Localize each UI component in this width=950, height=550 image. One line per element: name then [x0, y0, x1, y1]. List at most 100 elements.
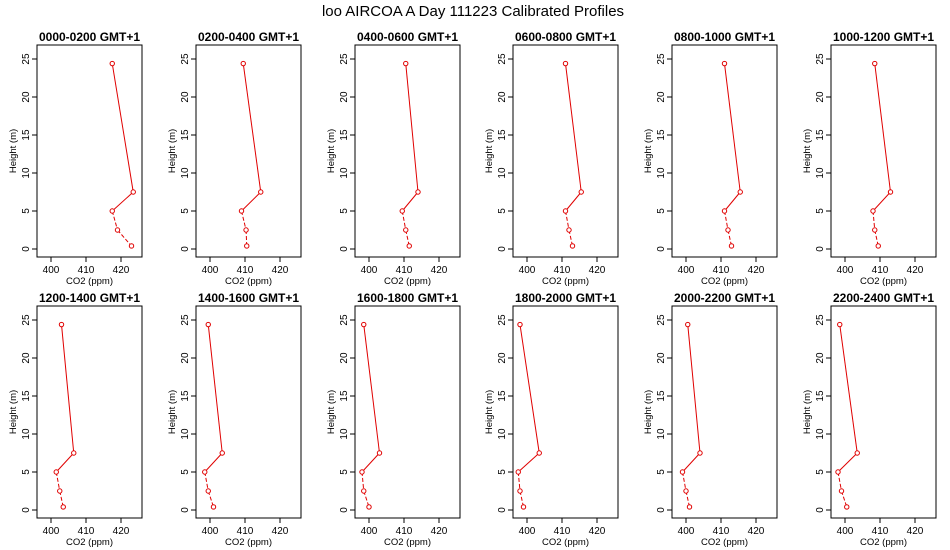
data-point: [520, 504, 527, 510]
y-tick-label: 0: [339, 246, 350, 252]
x-tick-label: 410: [554, 526, 571, 537]
panel-title: 1400-1600 GMT+1: [198, 291, 299, 305]
y-axis-label: Height (m): [8, 390, 19, 434]
x-tick-label: 420: [907, 265, 924, 276]
data-point: [569, 243, 576, 249]
profile-segment: [204, 471, 209, 492]
y-axis-label: Height (m): [167, 390, 178, 434]
data-point: [536, 450, 542, 456]
y-tick-label: 0: [180, 507, 191, 513]
data-point: [376, 450, 383, 456]
data-point: [697, 450, 703, 456]
data-point: [359, 469, 365, 475]
x-tick-label: 420: [431, 526, 448, 537]
profile-segment: [837, 471, 842, 492]
x-axis-label: CO2 (ppm): [225, 276, 272, 287]
y-tick-label: 20: [815, 352, 826, 364]
y-tick-label: 10: [21, 167, 32, 179]
y-tick-label: 25: [339, 53, 350, 65]
y-tick-label: 0: [815, 246, 826, 252]
profile-segment: [874, 63, 891, 193]
y-tick-label: 0: [497, 246, 508, 252]
y-tick-label: 25: [180, 53, 191, 65]
profile-segment: [568, 229, 573, 247]
y-tick-label: 20: [21, 352, 32, 364]
data-point: [130, 189, 136, 195]
data-point: [838, 488, 845, 494]
x-tick-label: 400: [361, 265, 378, 276]
x-axis-label: CO2 (ppm): [542, 537, 589, 548]
plot-frame: [36, 44, 143, 258]
data-point: [517, 488, 523, 494]
y-tick-label: 15: [21, 129, 32, 141]
x-axis-label: CO2 (ppm): [384, 537, 431, 548]
y-tick-label: 0: [21, 507, 32, 513]
plot-frame: [36, 305, 143, 519]
data-point: [244, 243, 250, 249]
data-point: [872, 227, 878, 233]
panel: 1400-1600 GMT+1 0 5 10 15 20 25 Height (m) 400 41…: [167, 291, 302, 548]
x-tick-label: 410: [872, 265, 889, 276]
y-tick-label: 5: [497, 469, 508, 475]
y-tick-label: 20: [21, 91, 32, 103]
data-point: [240, 60, 246, 67]
data-point: [686, 504, 693, 510]
y-tick-label: 15: [497, 390, 508, 402]
plot-frame: [354, 44, 461, 258]
panel-title: 1800-2000 GMT+1: [515, 291, 616, 305]
profile-segment: [727, 229, 732, 247]
panel: 0000-0200 GMT+1 0 5 10 15 20 25 Height (m) 400 41…: [8, 30, 143, 287]
y-tick-label: 25: [180, 314, 191, 326]
y-tick-label: 10: [815, 428, 826, 440]
y-tick-label: 5: [815, 208, 826, 214]
y-axis-label: Height (m): [643, 129, 654, 173]
x-tick-label: 410: [872, 526, 889, 537]
y-tick-label: 10: [180, 167, 191, 179]
y-tick-label: 5: [339, 469, 350, 475]
x-tick-label: 420: [589, 526, 606, 537]
x-tick-label: 400: [837, 265, 854, 276]
profile-segment: [204, 452, 223, 473]
y-tick-label: 5: [180, 208, 191, 214]
plot-frame: [195, 305, 302, 519]
y-tick-label: 10: [497, 167, 508, 179]
y-tick-label: 25: [21, 314, 32, 326]
data-point: [403, 227, 409, 233]
data-point: [399, 208, 405, 214]
y-tick-label: 20: [497, 352, 508, 364]
profile-segment: [361, 452, 380, 473]
plot-frame: [671, 305, 778, 519]
y-tick-label: 0: [815, 507, 826, 513]
data-point: [415, 189, 421, 195]
y-tick-label: 25: [656, 53, 667, 65]
profile-segment: [111, 191, 134, 212]
profile-segment: [117, 229, 132, 247]
panel-title: 0400-0600 GMT+1: [357, 30, 458, 44]
profile-segment: [207, 490, 214, 508]
y-tick-label: 15: [180, 390, 191, 402]
x-tick-label: 400: [837, 526, 854, 537]
y-axis-label: Height (m): [802, 129, 813, 173]
profile-segment: [724, 210, 729, 231]
y-axis-label: Height (m): [643, 390, 654, 434]
profile-segment: [874, 229, 879, 247]
data-point: [60, 504, 66, 510]
y-tick-label: 10: [656, 428, 667, 440]
data-point: [406, 243, 412, 249]
profile-segment: [363, 324, 380, 454]
profile-segment: [59, 490, 64, 508]
plot-frame: [830, 44, 937, 258]
y-tick-label: 20: [339, 352, 350, 364]
y-tick-label: 15: [180, 129, 191, 141]
x-tick-label: 420: [113, 265, 130, 276]
x-tick-label: 400: [361, 526, 378, 537]
x-tick-label: 420: [907, 526, 924, 537]
y-tick-label: 20: [497, 91, 508, 103]
profile-segment: [241, 191, 262, 212]
profile-segment: [517, 471, 521, 492]
y-axis-label: Height (m): [484, 390, 495, 434]
panel-title: 2200-2400 GMT+1: [833, 291, 934, 305]
data-point: [721, 60, 728, 67]
y-tick-label: 0: [339, 507, 350, 513]
